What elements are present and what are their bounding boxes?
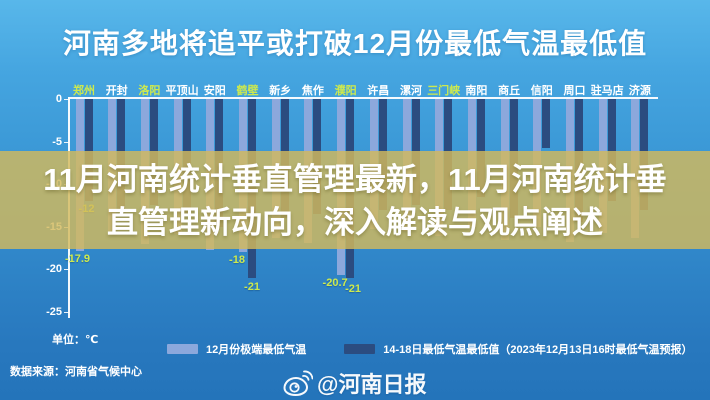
city-label: 开封 — [105, 85, 128, 97]
legend-label-forecast-low: 14-18日最低气温最低值（2023年12月13日16时最低气温预报） — [383, 344, 693, 356]
city-label: 信阳 — [530, 85, 553, 97]
legend-swatch-record-low — [167, 344, 198, 354]
y-tick-label: -5 — [52, 135, 62, 148]
city-label: 南阳 — [465, 85, 488, 97]
bar-forecast-low — [607, 99, 616, 201]
legend-label-record-low: 12月份极端最低气温 — [206, 344, 307, 356]
city-label: 商丘 — [498, 85, 521, 97]
bar-value-label: -20.7 — [322, 276, 348, 289]
bar-forecast-low — [542, 99, 551, 149]
y-tick-label: -20 — [46, 263, 62, 275]
city-label: 三门峡 — [427, 85, 461, 97]
y-tick-mark — [64, 269, 69, 270]
headline-line-1: 11月河南统计垂直管理最新，11月河南统计垂 — [43, 162, 667, 197]
headline-overlay-band — [0, 151, 710, 249]
y-tick-mark — [64, 141, 69, 143]
city-label: 驻马店 — [590, 85, 624, 97]
weibo-icon — [283, 370, 313, 396]
city-label: 安阳 — [203, 85, 226, 97]
city-label: 周口 — [563, 85, 586, 97]
chart-legend: 12月份极端最低气温 14-18日最低气温最低值（2023年12月13日16时最… — [167, 341, 693, 357]
city-label: 濮阳 — [334, 85, 357, 97]
city-label: 济源 — [628, 85, 651, 97]
headline-overlay-text: 11月河南统计垂直管理最新，11月河南统计垂 直管理新动向，深入解读与观点阐述 — [0, 158, 710, 244]
watermark: @河南日报 — [283, 367, 426, 399]
main-title: 河南多地将追平或打破12月份最低气温最低值 — [62, 28, 648, 59]
bar-value-label: -18 — [229, 254, 245, 266]
y-tick-label: -25 — [46, 305, 62, 318]
city-label: 郑州 — [73, 85, 95, 97]
city-label: 漯河 — [400, 85, 422, 97]
legend-item-forecast-low: 14-18日最低气温最低值（2023年12月13日16时最低气温预报） — [344, 341, 693, 357]
city-label: 平顶山 — [165, 85, 199, 97]
city-label: 新乡 — [269, 85, 292, 97]
watermark-text: @河南日报 — [317, 372, 427, 397]
unit-label: 单位：℃ — [52, 334, 99, 346]
bar-value-label: -21 — [244, 280, 260, 293]
city-label: 许昌 — [367, 85, 390, 97]
city-label: 洛阳 — [138, 85, 161, 97]
legend-item-record-low: 12月份极端最低气温 — [167, 341, 306, 357]
y-tick-label: 0 — [55, 93, 62, 105]
bar-forecast-low — [84, 99, 93, 201]
bar-value-label: -21 — [345, 282, 362, 295]
city-label: 鹤壁 — [236, 85, 259, 97]
y-tick-mark — [64, 99, 69, 100]
legend-swatch-forecast-low — [344, 344, 376, 354]
city-label: 焦作 — [301, 85, 324, 97]
bar-value-label: -17.9 — [64, 253, 91, 266]
headline-line-2: 直管理新动向，深入解读与观点阐述 — [107, 205, 603, 240]
zero-baseline — [68, 97, 658, 99]
data-source-label: 数据来源：河南省气候中心 — [10, 366, 142, 378]
bar-forecast-low — [476, 99, 485, 197]
y-tick-mark — [64, 311, 69, 313]
